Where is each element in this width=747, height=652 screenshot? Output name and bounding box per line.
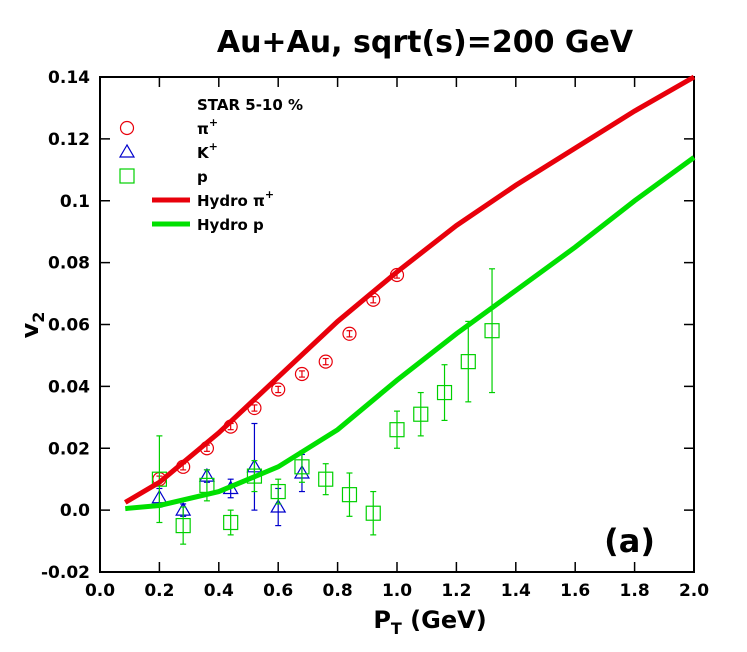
legend-label: Hydro p xyxy=(197,216,264,234)
point xyxy=(270,483,286,500)
x-tick-label: 0.0 xyxy=(85,581,115,601)
point xyxy=(271,382,286,397)
x-tick-label: 0.2 xyxy=(144,581,174,601)
chart-title: Au+Au, sqrt(s)=200 GeV xyxy=(217,25,634,60)
point xyxy=(484,323,500,339)
y-tick-label: 0.04 xyxy=(48,377,90,397)
y-tick-label: -0.02 xyxy=(41,563,90,583)
x-tick-label: 1.6 xyxy=(560,581,590,601)
point xyxy=(341,487,358,503)
legend-label: K+ xyxy=(197,140,218,162)
y-tick-label: 0.02 xyxy=(48,439,90,459)
point xyxy=(460,354,476,370)
point xyxy=(294,366,310,382)
point xyxy=(294,459,310,475)
point xyxy=(342,326,357,341)
y-tick-label: 0.06 xyxy=(48,316,90,336)
x-tick-label: 2.0 xyxy=(679,581,709,601)
curve xyxy=(125,155,696,512)
y-tick-label: 0.0 xyxy=(60,501,90,521)
point xyxy=(413,406,429,422)
legend-label: π+ xyxy=(197,116,218,138)
point xyxy=(223,514,239,531)
x-tick-label: 0.8 xyxy=(323,581,353,601)
x-tick-label: 1.8 xyxy=(620,581,650,601)
point xyxy=(175,517,191,534)
point xyxy=(318,354,333,369)
annotation: (a) xyxy=(604,522,655,560)
point xyxy=(365,505,381,521)
y-axis-label: v2 xyxy=(16,312,48,339)
x-tick-label: 0.6 xyxy=(263,581,293,601)
y-tick-label: 0.12 xyxy=(48,130,90,150)
x-axis-label: PT (GeV) xyxy=(373,606,486,638)
point xyxy=(389,422,405,438)
x-tick-label: 0.4 xyxy=(204,581,234,601)
legend-title: STAR 5-10 % xyxy=(197,96,303,114)
legend-label: p xyxy=(197,168,208,186)
legend-swatch xyxy=(119,120,135,136)
point xyxy=(270,498,287,513)
legend-swatch xyxy=(119,168,135,184)
point xyxy=(318,471,334,487)
y-tick-label: 0.08 xyxy=(48,254,90,274)
point xyxy=(436,384,453,401)
curve xyxy=(123,74,696,505)
legend-label: Hydro π+ xyxy=(197,188,274,210)
y-tick-label: 0.14 xyxy=(48,68,90,88)
legend-swatch xyxy=(118,143,136,158)
x-tick-label: 1.0 xyxy=(382,581,412,601)
x-tick-label: 1.2 xyxy=(441,581,471,601)
y-tick-label: 0.1 xyxy=(60,192,90,212)
x-tick-label: 1.4 xyxy=(501,581,531,601)
